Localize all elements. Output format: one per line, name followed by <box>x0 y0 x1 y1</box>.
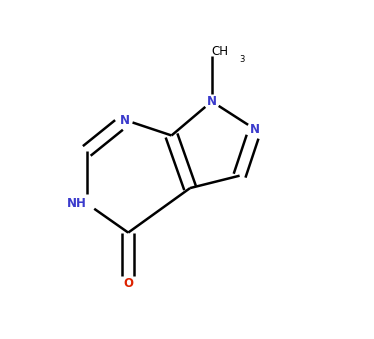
Text: N: N <box>120 114 130 126</box>
Text: N: N <box>207 95 217 108</box>
Text: 3: 3 <box>239 56 244 64</box>
Text: NH: NH <box>67 197 87 210</box>
Text: O: O <box>123 277 133 291</box>
Text: N: N <box>250 123 260 136</box>
Text: CH: CH <box>212 45 229 58</box>
